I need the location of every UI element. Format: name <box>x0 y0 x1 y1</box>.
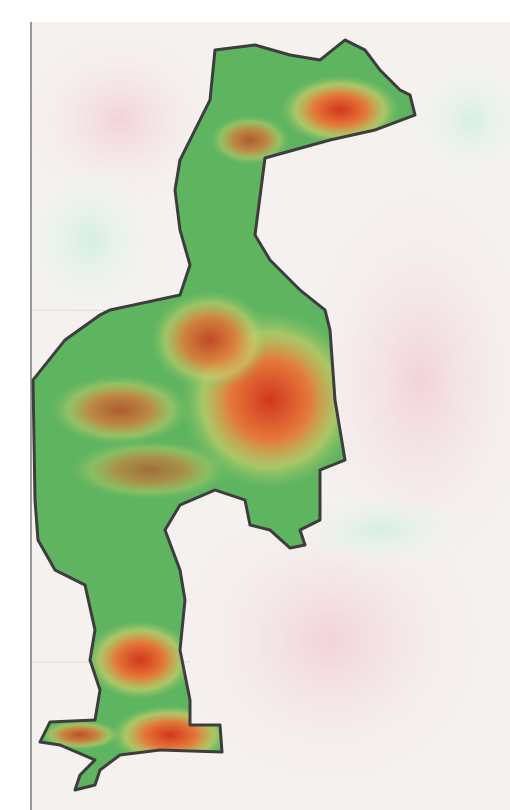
terrain-shade <box>20 160 160 320</box>
map <box>0 0 510 810</box>
relief <box>85 620 195 700</box>
relief <box>150 290 270 390</box>
page: (() => { JSON.parse(document.getElementB… <box>0 0 510 810</box>
relief <box>50 375 190 445</box>
relief <box>70 440 230 500</box>
